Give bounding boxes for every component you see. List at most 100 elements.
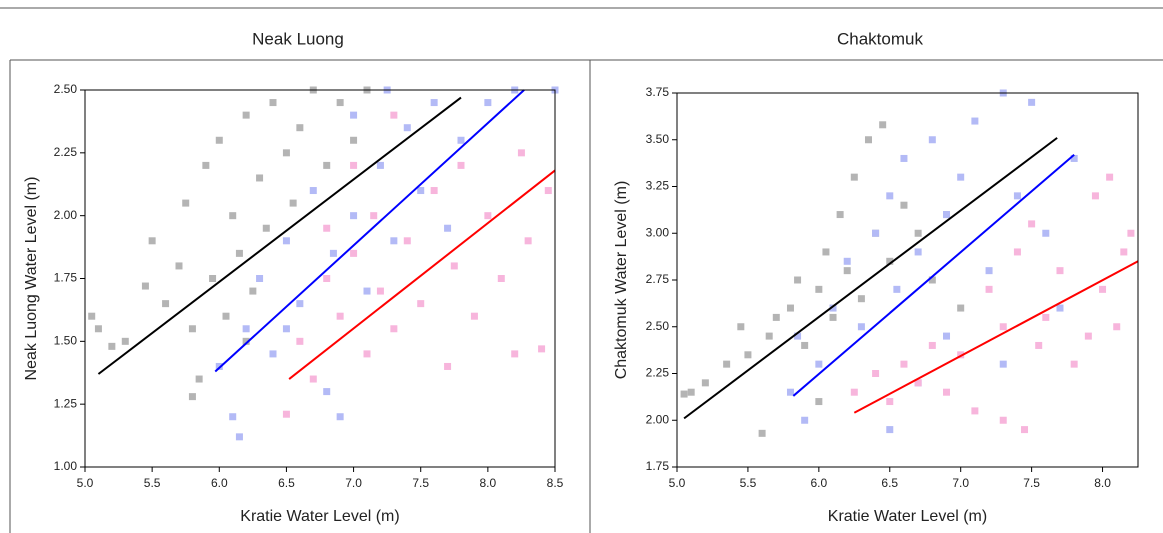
point — [350, 111, 358, 119]
point — [296, 124, 304, 132]
y-tick-label: 2.25 — [54, 145, 78, 159]
point — [215, 136, 223, 144]
point — [957, 304, 965, 312]
y-axis-label: Chaktomuk Water Level (m) — [613, 181, 630, 380]
point — [985, 267, 993, 275]
point — [943, 211, 951, 219]
point — [822, 248, 830, 256]
point — [175, 262, 183, 270]
point — [390, 111, 398, 119]
point — [222, 312, 230, 320]
point — [511, 350, 519, 358]
point — [296, 337, 304, 345]
point — [363, 287, 371, 295]
point — [971, 407, 979, 415]
point — [323, 388, 331, 396]
point — [108, 342, 116, 350]
point — [1021, 426, 1029, 434]
point — [1091, 192, 1099, 200]
point — [242, 337, 250, 345]
chart-title: Chaktomuk — [837, 29, 923, 48]
point — [815, 360, 823, 368]
point — [457, 136, 465, 144]
point — [794, 276, 802, 284]
point — [829, 304, 837, 312]
point — [182, 199, 190, 207]
point — [363, 350, 371, 358]
point — [484, 212, 492, 220]
x-tick-label: 5.0 — [669, 476, 686, 490]
y-tick-label: 2.00 — [646, 412, 670, 426]
point — [256, 174, 264, 182]
point — [336, 99, 344, 107]
point — [470, 312, 478, 320]
point — [886, 192, 894, 200]
x-axis-label: Kratie Water Level (m) — [240, 508, 399, 525]
point — [457, 161, 465, 169]
point — [517, 149, 525, 157]
point — [985, 285, 993, 293]
point — [687, 388, 695, 396]
y-tick-label: 1.00 — [54, 459, 78, 473]
point — [336, 312, 344, 320]
point — [815, 398, 823, 406]
point — [957, 173, 965, 181]
fit-line — [288, 169, 556, 380]
point — [1113, 323, 1121, 331]
point — [450, 262, 458, 270]
point — [744, 351, 752, 359]
x-tick-label: 8.0 — [480, 476, 497, 490]
point — [801, 416, 809, 424]
y-tick-label: 1.75 — [54, 271, 78, 285]
point — [269, 350, 277, 358]
point — [857, 323, 865, 331]
point — [900, 201, 908, 209]
point — [758, 429, 766, 437]
x-tick-label: 7.5 — [412, 476, 429, 490]
point — [370, 212, 378, 220]
point — [957, 351, 965, 359]
point — [1056, 304, 1064, 312]
x-tick-label: 7.0 — [345, 476, 362, 490]
point — [1070, 154, 1078, 162]
point — [484, 99, 492, 107]
point — [524, 237, 532, 245]
x-tick-label: 6.5 — [881, 476, 898, 490]
y-tick-label: 1.50 — [54, 334, 78, 348]
point — [886, 426, 894, 434]
point — [202, 161, 210, 169]
point — [1056, 267, 1064, 275]
point — [1070, 360, 1078, 368]
point — [914, 229, 922, 237]
point — [999, 360, 1007, 368]
point — [215, 362, 223, 370]
point — [538, 345, 546, 353]
point — [323, 161, 331, 169]
point — [836, 211, 844, 219]
fit-line — [683, 137, 1058, 420]
point — [864, 136, 872, 144]
point — [786, 304, 794, 312]
y-tick-label: 3.50 — [646, 132, 670, 146]
fit-line — [97, 96, 462, 375]
point — [376, 161, 384, 169]
point — [209, 275, 217, 282]
point — [1099, 285, 1107, 293]
point — [786, 388, 794, 396]
y-axis-label: Neak Luong Water Level (m) — [23, 177, 40, 381]
point — [544, 187, 552, 195]
point — [296, 300, 304, 308]
point — [1028, 98, 1036, 106]
point — [1042, 229, 1050, 237]
point — [943, 332, 951, 340]
point — [794, 332, 802, 340]
point — [249, 287, 257, 295]
point — [765, 332, 773, 340]
point — [350, 136, 358, 144]
point — [1084, 332, 1092, 340]
point — [162, 300, 170, 308]
point — [928, 276, 936, 284]
point — [829, 313, 837, 321]
point — [188, 325, 196, 333]
point — [1106, 173, 1114, 181]
